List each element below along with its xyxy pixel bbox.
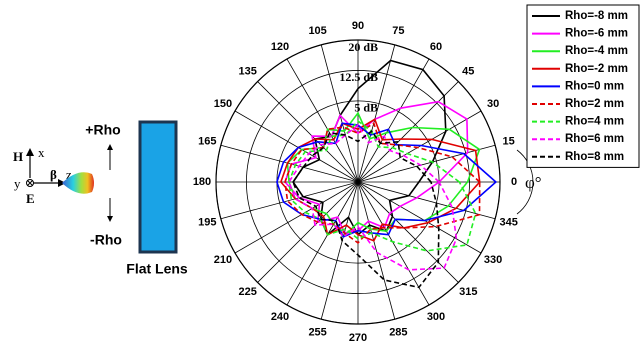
h-label: H — [13, 149, 23, 164]
theta-tick-label: 45 — [462, 66, 474, 78]
theta-tick-label: 30 — [487, 98, 499, 110]
theta-tick-label: 345 — [500, 216, 518, 228]
spoke-grid-line — [258, 82, 358, 182]
legend-label: Rho=8 mm — [565, 151, 624, 163]
flat-lens — [140, 122, 176, 252]
legend-label: Rho=-4 mm — [565, 45, 628, 57]
pattern-line — [281, 119, 480, 241]
beta-label: β — [50, 167, 57, 182]
theta-tick-label: 90 — [352, 20, 364, 32]
theta-tick-label: 300 — [427, 311, 445, 323]
theta-tick-label: 225 — [239, 286, 257, 298]
arrow-head — [107, 144, 113, 150]
theta-tick-label: 15 — [503, 136, 515, 148]
theta-tick-label: 165 — [198, 136, 216, 148]
spoke-grid-line — [358, 182, 458, 282]
y-label: y — [14, 176, 21, 191]
spoke-grid-line — [221, 145, 358, 182]
legend-label: Rho=-6 mm — [565, 28, 628, 40]
legend-label: Rho=2 mm — [565, 98, 624, 110]
theta-tick-label: 105 — [308, 25, 326, 37]
x-label: x — [38, 145, 45, 160]
theta-tick-label: 150 — [214, 98, 232, 110]
arrow-head — [107, 216, 113, 222]
theta-tick-label: 210 — [214, 254, 232, 266]
theta-tick-label: 285 — [389, 327, 407, 339]
theta-tick-label: 135 — [239, 66, 257, 78]
theta-tick-label: 330 — [484, 254, 502, 266]
theta-tick-label: 0 — [511, 176, 517, 188]
theta-tick-label: 240 — [271, 311, 289, 323]
legend-label: Rho=-8 mm — [565, 10, 628, 22]
legend-label: Rho=0 mm — [565, 80, 624, 92]
theta-tick-label: 60 — [430, 41, 442, 53]
theta-tick-label: 120 — [271, 41, 289, 53]
spoke-grid-line — [358, 182, 481, 253]
plus-rho: +Rho — [85, 122, 120, 138]
r-tick-label: 20 dB — [348, 40, 378, 54]
theta-tick-label: 195 — [198, 216, 216, 228]
theta-tick-label: 75 — [392, 25, 404, 37]
schematic: H x β z y E +Rho -Rho Flat Lens — [13, 122, 188, 277]
lens-label: Flat Lens — [126, 261, 188, 277]
theta-tick-label: 315 — [459, 286, 477, 298]
minus-rho: -Rho — [90, 232, 122, 248]
figure: H x β z y E +Rho -Rho Flat Lens 0 15 30 45 6… — [0, 0, 642, 346]
polar-plot: 0 15 30 45 60 75 90 105 120 135 150 165 180 195 210 225… — [193, 5, 639, 344]
theta-label: φ° — [525, 173, 542, 192]
theta-tick-label: 255 — [308, 327, 326, 339]
legend-label: Rho=6 mm — [565, 133, 624, 145]
e-label: E — [26, 191, 35, 206]
theta-tick-label: 180 — [193, 176, 211, 188]
arrow-head — [26, 148, 34, 156]
legend-label: Rho=-2 mm — [565, 63, 628, 75]
theta-tick-label: 270 — [349, 332, 367, 344]
legend-label: Rho=4 mm — [565, 116, 624, 128]
spoke-grid-line — [321, 45, 358, 182]
